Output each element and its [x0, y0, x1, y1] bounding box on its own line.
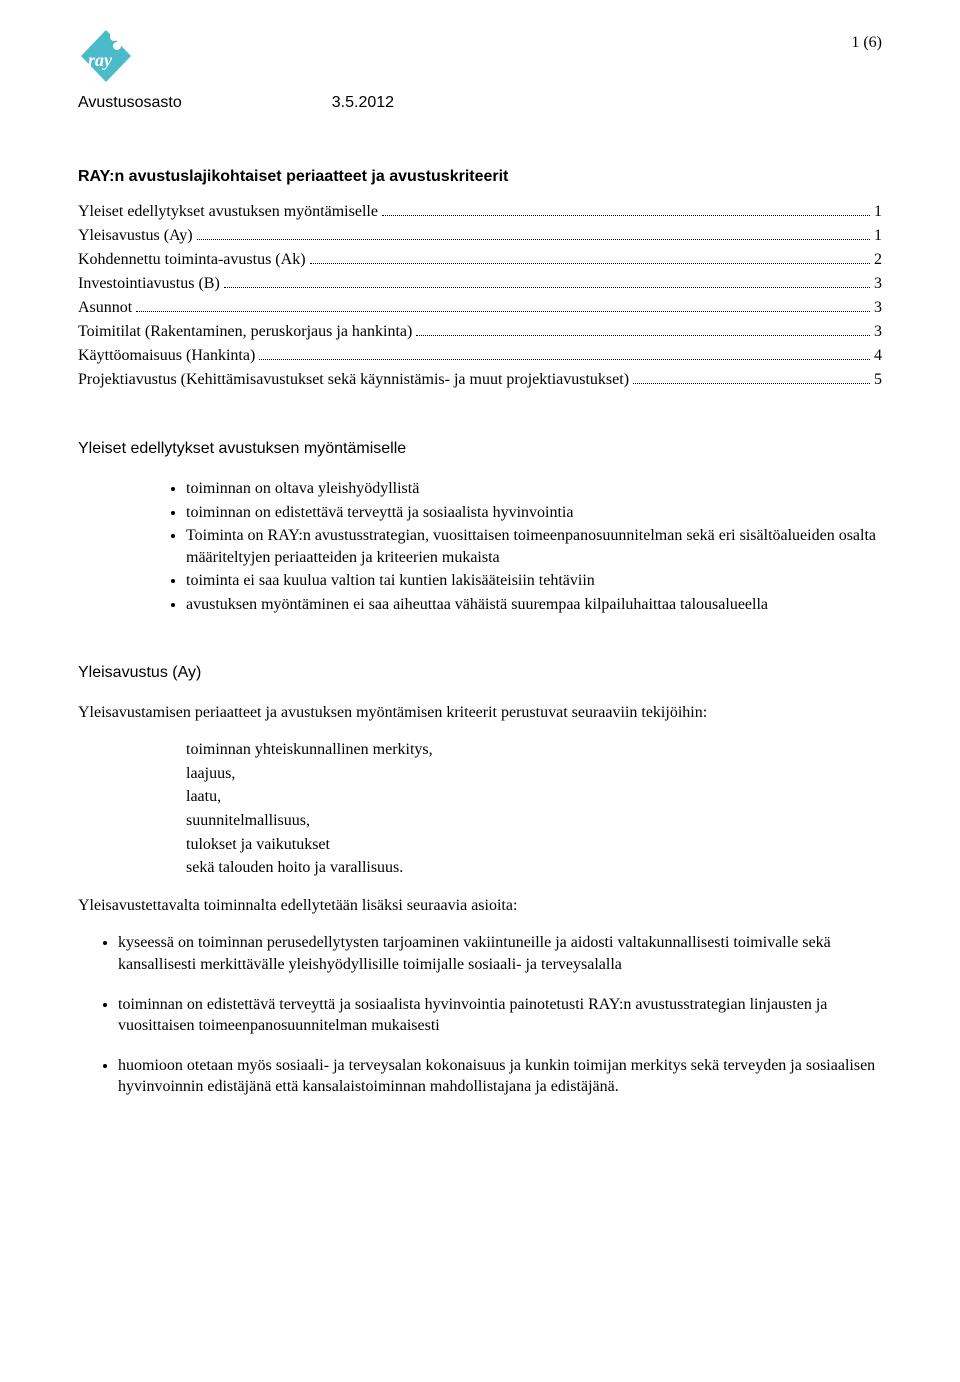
- toc-page: 1: [874, 224, 882, 248]
- factor-line: sekä talouden hoito ja varallisuus.: [186, 857, 882, 879]
- title-block: RAY:n avustuslajikohtaiset periaatteet j…: [78, 168, 882, 392]
- toc-row: Toimitilat (Rakentaminen, peruskorjaus j…: [78, 320, 882, 344]
- toc-row: Asunnot 3: [78, 296, 882, 320]
- toc-row: Projektiavustus (Kehittämisavustukset se…: [78, 368, 882, 392]
- bullet-item: toiminta ei saa kuulua valtion tai kunti…: [186, 570, 882, 592]
- factors-block: toiminnan yhteiskunnallinen merkitys, la…: [186, 739, 882, 879]
- toc-leader: [416, 322, 870, 336]
- bullet-item: huomioon otetaan myös sosiaali- ja terve…: [118, 1055, 882, 1098]
- toc-label: Projektiavustus (Kehittämisavustukset se…: [78, 368, 629, 392]
- factor-line: tulokset ja vaikutukset: [186, 834, 882, 856]
- toc-label: Investointiavustus (B): [78, 272, 220, 296]
- toc-leader: [382, 202, 870, 216]
- toc-page: 4: [874, 344, 882, 368]
- toc-page: 5: [874, 368, 882, 392]
- toc-leader: [136, 298, 870, 312]
- toc-row: Käyttöomaisuus (Hankinta) 4: [78, 344, 882, 368]
- department-label: Avustusosasto: [78, 94, 182, 112]
- bullet-item: kyseessä on toiminnan perusedellytysten …: [118, 932, 882, 975]
- bullet-item: toiminnan on edistettävä terveyttä ja so…: [118, 994, 882, 1037]
- toc-row: Yleiset edellytykset avustuksen myöntämi…: [78, 200, 882, 224]
- bullet-item: toiminnan on oltava yleishyödyllistä: [186, 478, 882, 500]
- section2-bullets: kyseessä on toiminnan perusedellytysten …: [94, 932, 882, 1098]
- factor-line: toiminnan yhteiskunnallinen merkitys,: [186, 739, 882, 761]
- ray-logo: ray: [78, 28, 134, 84]
- toc-page: 3: [874, 320, 882, 344]
- section2-lead2: Yleisavustettavalta toiminnalta edellyte…: [78, 895, 882, 917]
- section1-body: toiminnan on oltava yleishyödyllistä toi…: [78, 478, 882, 616]
- bullet-item: avustuksen myöntäminen ei saa aiheuttaa …: [186, 594, 882, 616]
- section2-body: Yleisavustamisen periaatteet ja avustuks…: [78, 702, 882, 1098]
- section2-intro: Yleisavustamisen periaatteet ja avustuks…: [78, 702, 882, 724]
- toc-row: Yleisavustus (Ay) 1: [78, 224, 882, 248]
- toc-page: 1: [874, 200, 882, 224]
- bullet-item: toiminnan on edistettävä terveyttä ja so…: [186, 502, 882, 524]
- toc-leader: [259, 346, 870, 360]
- toc-label: Toimitilat (Rakentaminen, peruskorjaus j…: [78, 320, 412, 344]
- toc-label: Kohdennettu toiminta-avustus (Ak): [78, 248, 306, 272]
- bullet-item: Toiminta on RAY:n avustusstrategian, vuo…: [186, 525, 882, 568]
- document-title: RAY:n avustuslajikohtaiset periaatteet j…: [78, 168, 882, 186]
- toc-row: Kohdennettu toiminta-avustus (Ak) 2: [78, 248, 882, 272]
- document-page: ray 1 (6) Avustusosasto 3.5.2012 RAY:n a…: [0, 0, 960, 1382]
- toc-leader: [197, 226, 870, 240]
- toc-leader: [633, 370, 870, 384]
- toc-page: 3: [874, 272, 882, 296]
- toc-label: Yleiset edellytykset avustuksen myöntämi…: [78, 200, 378, 224]
- toc-page: 3: [874, 296, 882, 320]
- toc-label: Asunnot: [78, 296, 132, 320]
- section-heading-1: Yleiset edellytykset avustuksen myöntämi…: [78, 440, 882, 458]
- toc-page: 2: [874, 248, 882, 272]
- factor-line: suunnitelmallisuus,: [186, 810, 882, 832]
- header-row: ray 1 (6): [78, 28, 882, 84]
- table-of-contents: Yleiset edellytykset avustuksen myöntämi…: [78, 200, 882, 392]
- factor-line: laajuus,: [186, 763, 882, 785]
- toc-row: Investointiavustus (B) 3: [78, 272, 882, 296]
- factor-line: laatu,: [186, 786, 882, 808]
- section1-bullets: toiminnan on oltava yleishyödyllistä toi…: [162, 478, 882, 616]
- toc-label: Käyttöomaisuus (Hankinta): [78, 344, 255, 368]
- section-heading-2: Yleisavustus (Ay): [78, 664, 882, 682]
- toc-leader: [310, 250, 870, 264]
- logo-wrap: ray: [78, 28, 148, 84]
- meta-row: Avustusosasto 3.5.2012: [78, 94, 882, 112]
- logo-text-path: ray: [88, 50, 113, 70]
- toc-leader: [224, 274, 870, 288]
- page-number: 1 (6): [851, 28, 882, 52]
- toc-label: Yleisavustus (Ay): [78, 224, 193, 248]
- date-label: 3.5.2012: [332, 94, 394, 112]
